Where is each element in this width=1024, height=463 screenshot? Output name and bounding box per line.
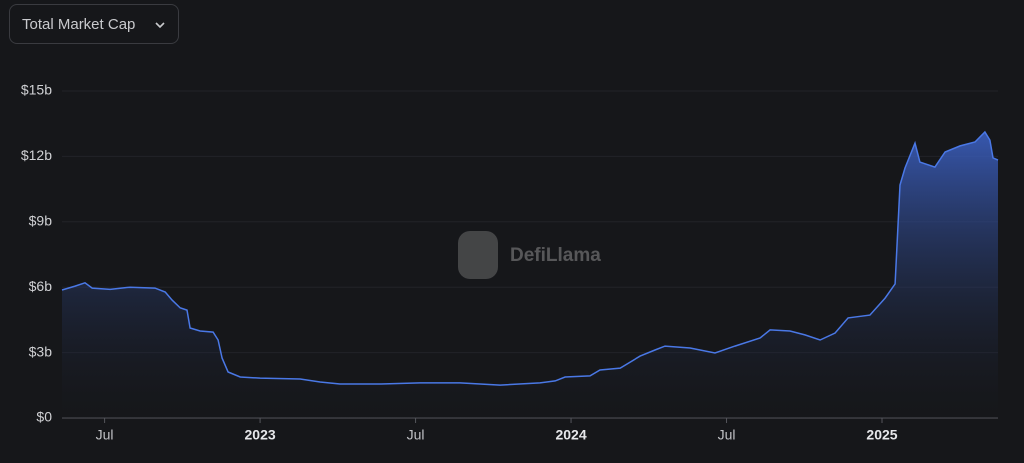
y-tick-label: $0 [36, 409, 52, 425]
x-tick-label: 2025 [866, 427, 897, 443]
x-tick-label: Jul [718, 427, 736, 443]
dropdown-arrow [155, 22, 165, 29]
watermark: DefiLlama [458, 231, 601, 279]
y-tick-label: $6b [29, 278, 53, 294]
metric-select[interactable]: Total Market Cap [9, 4, 179, 44]
x-tick-label: Jul [407, 427, 425, 443]
x-tick-label: 2024 [555, 427, 586, 443]
x-tick-label: 2023 [245, 427, 276, 443]
area [62, 132, 998, 418]
y-tick-label: $12b [21, 147, 52, 163]
y-tick-label: $3b [29, 343, 53, 359]
watermark-text: DefiLlama [510, 245, 601, 266]
metric-select-label: Total Market Cap [22, 15, 136, 33]
y-tick-label: $9b [29, 213, 53, 229]
x-tick-label: Jul [96, 427, 114, 443]
y-tick-label: $15b [21, 82, 52, 98]
line [61, 130, 999, 386]
